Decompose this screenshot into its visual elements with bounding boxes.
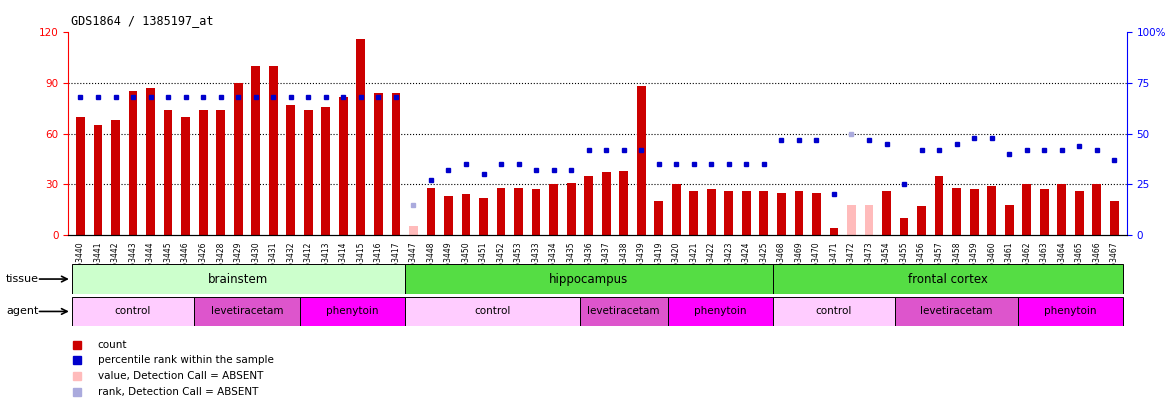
Bar bbox=[953, 188, 961, 235]
Bar bbox=[654, 201, 663, 235]
Bar bbox=[671, 184, 681, 235]
Bar bbox=[707, 190, 716, 235]
Text: hippocampus: hippocampus bbox=[549, 273, 628, 286]
Bar bbox=[742, 191, 750, 235]
Bar bbox=[405, 297, 580, 326]
Bar bbox=[252, 66, 260, 235]
Bar bbox=[773, 264, 1123, 294]
Text: control: control bbox=[115, 307, 152, 316]
Bar bbox=[917, 206, 926, 235]
Bar bbox=[773, 297, 895, 326]
Text: brainstem: brainstem bbox=[208, 273, 268, 286]
Text: phenytoin: phenytoin bbox=[694, 307, 747, 316]
Bar bbox=[1057, 184, 1067, 235]
Bar bbox=[72, 264, 405, 294]
Bar bbox=[988, 186, 996, 235]
Bar bbox=[303, 110, 313, 235]
Bar bbox=[146, 88, 155, 235]
Bar bbox=[847, 205, 856, 235]
Bar bbox=[1075, 191, 1083, 235]
Bar bbox=[777, 193, 786, 235]
Bar bbox=[795, 191, 803, 235]
Bar bbox=[339, 96, 348, 235]
Bar bbox=[1110, 201, 1118, 235]
Bar bbox=[199, 110, 207, 235]
Text: tissue: tissue bbox=[6, 274, 39, 284]
Bar bbox=[584, 176, 593, 235]
Text: frontal cortex: frontal cortex bbox=[908, 273, 988, 286]
Bar bbox=[128, 92, 138, 235]
Bar bbox=[567, 183, 575, 235]
Bar bbox=[829, 228, 838, 235]
Bar bbox=[580, 297, 668, 326]
Bar bbox=[637, 86, 646, 235]
Bar bbox=[392, 93, 400, 235]
Bar bbox=[234, 83, 242, 235]
Bar bbox=[374, 93, 382, 235]
Text: percentile rank within the sample: percentile rank within the sample bbox=[98, 356, 274, 365]
Bar bbox=[194, 297, 300, 326]
Bar bbox=[445, 196, 453, 235]
Bar bbox=[602, 173, 610, 235]
Bar bbox=[216, 110, 225, 235]
Text: control: control bbox=[816, 307, 853, 316]
Bar bbox=[1093, 184, 1101, 235]
Bar bbox=[813, 193, 821, 235]
Bar bbox=[532, 190, 541, 235]
Bar bbox=[668, 297, 773, 326]
Bar bbox=[1004, 205, 1014, 235]
Text: agent: agent bbox=[6, 306, 39, 316]
Bar bbox=[496, 188, 506, 235]
Bar bbox=[300, 297, 405, 326]
Bar bbox=[895, 297, 1018, 326]
Bar bbox=[689, 191, 699, 235]
Text: phenytoin: phenytoin bbox=[326, 307, 379, 316]
Text: levetiracetam: levetiracetam bbox=[588, 307, 660, 316]
Text: value, Detection Call = ABSENT: value, Detection Call = ABSENT bbox=[98, 371, 263, 381]
Bar bbox=[882, 191, 891, 235]
Bar bbox=[163, 110, 173, 235]
Bar bbox=[900, 218, 908, 235]
Bar bbox=[620, 171, 628, 235]
Text: phenytoin: phenytoin bbox=[1044, 307, 1097, 316]
Bar bbox=[1040, 190, 1049, 235]
Bar bbox=[462, 194, 470, 235]
Bar bbox=[760, 191, 768, 235]
Bar bbox=[935, 176, 943, 235]
Text: control: control bbox=[474, 307, 510, 316]
Bar bbox=[405, 264, 773, 294]
Text: levetiracetam: levetiracetam bbox=[921, 307, 993, 316]
Bar bbox=[181, 117, 191, 235]
Text: rank, Detection Call = ABSENT: rank, Detection Call = ABSENT bbox=[98, 387, 259, 397]
Text: GDS1864 / 1385197_at: GDS1864 / 1385197_at bbox=[71, 14, 213, 27]
Bar bbox=[514, 188, 523, 235]
Bar bbox=[76, 117, 85, 235]
Bar bbox=[1022, 184, 1031, 235]
Text: levetiracetam: levetiracetam bbox=[211, 307, 283, 316]
Bar bbox=[112, 120, 120, 235]
Bar bbox=[1018, 297, 1123, 326]
Bar bbox=[864, 205, 874, 235]
Bar bbox=[72, 297, 194, 326]
Bar bbox=[409, 226, 417, 235]
Bar bbox=[549, 184, 557, 235]
Bar bbox=[94, 125, 102, 235]
Bar bbox=[269, 66, 278, 235]
Bar bbox=[287, 105, 295, 235]
Bar bbox=[724, 191, 733, 235]
Bar bbox=[427, 188, 435, 235]
Bar bbox=[321, 107, 330, 235]
Text: count: count bbox=[98, 340, 127, 350]
Bar bbox=[970, 190, 978, 235]
Bar bbox=[356, 39, 366, 235]
Bar bbox=[479, 198, 488, 235]
